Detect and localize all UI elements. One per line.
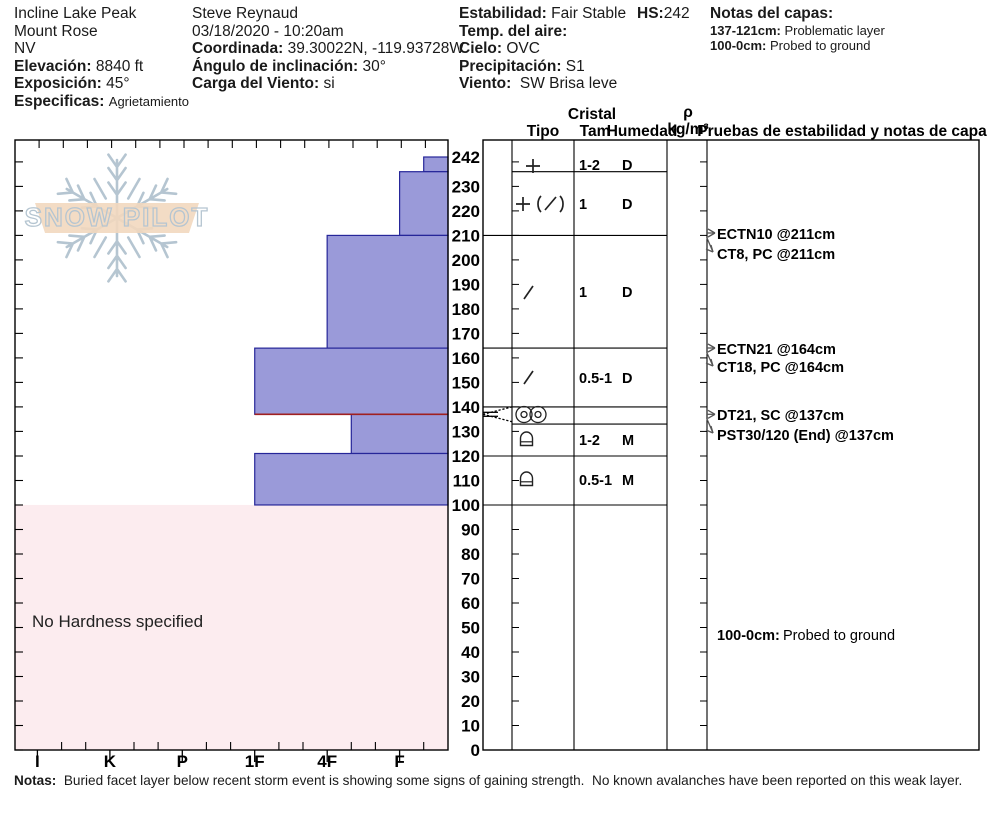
svg-text:PST30/120 (End) @137cm: PST30/120 (End) @137cm — [717, 428, 894, 444]
svg-text:M: M — [622, 433, 634, 449]
svg-text:ECTN10 @211cm: ECTN10 @211cm — [717, 227, 835, 243]
svg-text:ρ: ρ — [683, 104, 693, 121]
svg-text:Pruebas de estabilidad y notas: Pruebas de estabilidad y notas de capa — [697, 123, 987, 140]
svg-text:100-0cm:: 100-0cm: — [717, 628, 780, 644]
svg-text:Probed to ground: Probed to ground — [783, 628, 895, 644]
svg-text:CT18, PC @164cm: CT18, PC @164cm — [717, 360, 844, 376]
svg-text:D: D — [622, 158, 632, 174]
svg-text:0.5-1: 0.5-1 — [579, 473, 612, 489]
svg-text:M: M — [622, 473, 634, 489]
svg-text:1-2: 1-2 — [579, 433, 600, 449]
svg-text:D: D — [622, 285, 632, 301]
svg-text:0.5-1: 0.5-1 — [579, 371, 612, 387]
svg-text:1: 1 — [579, 197, 587, 213]
svg-text:1-2: 1-2 — [579, 158, 600, 174]
svg-text:Tipo: Tipo — [527, 123, 559, 140]
svg-text:CT8, PC @211cm: CT8, PC @211cm — [717, 247, 835, 263]
svg-text:DT21, SC @137cm: DT21, SC @137cm — [717, 408, 844, 424]
svg-text:1: 1 — [579, 285, 587, 301]
svg-text:D: D — [622, 371, 632, 387]
svg-text:D: D — [622, 197, 632, 213]
svg-text:Cristal: Cristal — [568, 106, 616, 123]
svg-text:ECTN21 @164cm: ECTN21 @164cm — [717, 342, 836, 358]
